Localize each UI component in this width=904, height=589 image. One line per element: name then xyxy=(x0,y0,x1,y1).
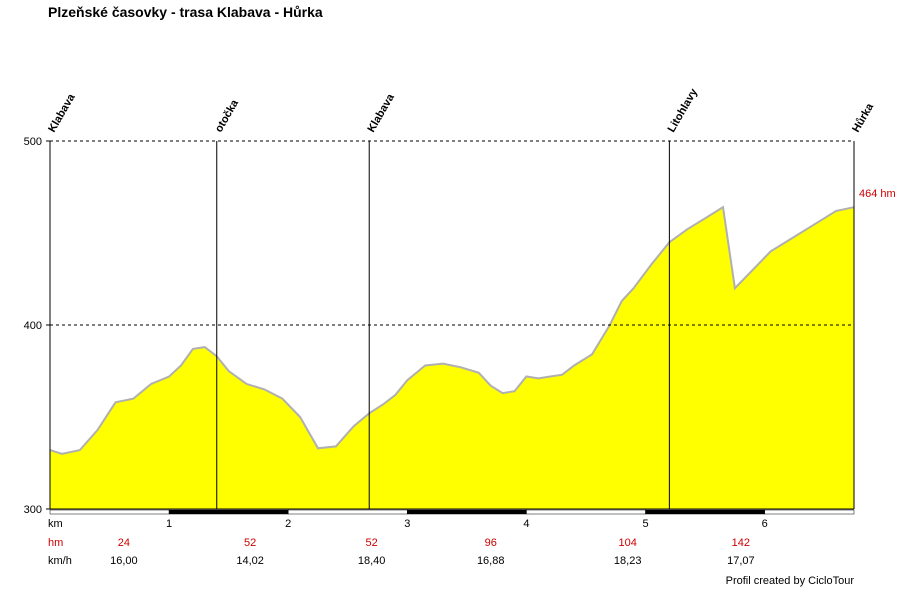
x-tick-label-6: 6 xyxy=(762,518,768,530)
waypoint-label: Hůrka xyxy=(850,101,876,135)
elevation-line xyxy=(49,205,855,455)
kmh-value: 17,07 xyxy=(727,555,755,567)
km-scale-segment xyxy=(645,509,765,515)
waypoint-label: Litohlavy xyxy=(666,86,701,135)
km-scale-segment xyxy=(526,509,646,515)
y-tick-label-500: 500 xyxy=(24,136,42,148)
row-label-hm: hm xyxy=(48,537,63,549)
credit-text: Profil created by CicloTour xyxy=(725,575,854,587)
hm-value: 52 xyxy=(244,537,256,549)
x-tick-label-4: 4 xyxy=(523,518,529,530)
kmh-value: 16,00 xyxy=(110,555,138,567)
kmh-value: 18,23 xyxy=(614,555,642,567)
km-scale-segment xyxy=(168,509,289,515)
x-tick-label-2: 2 xyxy=(285,518,291,530)
row-label-km: km xyxy=(48,518,63,530)
x-tick-label-3: 3 xyxy=(404,518,410,530)
y-tick-label-400: 400 xyxy=(24,320,42,332)
km-scale-segment xyxy=(49,509,170,515)
kmh-value: 16,88 xyxy=(477,555,505,567)
hm-value: 24 xyxy=(118,537,130,549)
hm-value: 96 xyxy=(485,537,497,549)
waypoint-label: Klabava xyxy=(46,91,78,134)
chart-title: Plzeňské časovky - trasa Klabava - Hůrka xyxy=(48,4,323,20)
row-label-kmh: km/h xyxy=(48,555,72,567)
km-scale-segment xyxy=(407,509,527,515)
waypoint-label: otočka xyxy=(213,97,242,134)
x-tick-label-5: 5 xyxy=(642,518,648,530)
elevation-area xyxy=(50,207,854,509)
km-scale-segment xyxy=(287,509,408,515)
y-tick-label-300: 300 xyxy=(24,504,42,516)
kmh-value: 14,02 xyxy=(236,555,264,567)
hm-value: 52 xyxy=(365,537,377,549)
end-elevation-label: 464 hm xyxy=(859,188,896,200)
kmh-value: 18,40 xyxy=(358,555,386,567)
waypoint-label: Klabava xyxy=(365,91,397,134)
x-tick-label-1: 1 xyxy=(166,518,172,530)
hm-value: 104 xyxy=(619,537,637,549)
km-scale-segment xyxy=(764,509,855,515)
hm-value: 142 xyxy=(732,537,750,549)
